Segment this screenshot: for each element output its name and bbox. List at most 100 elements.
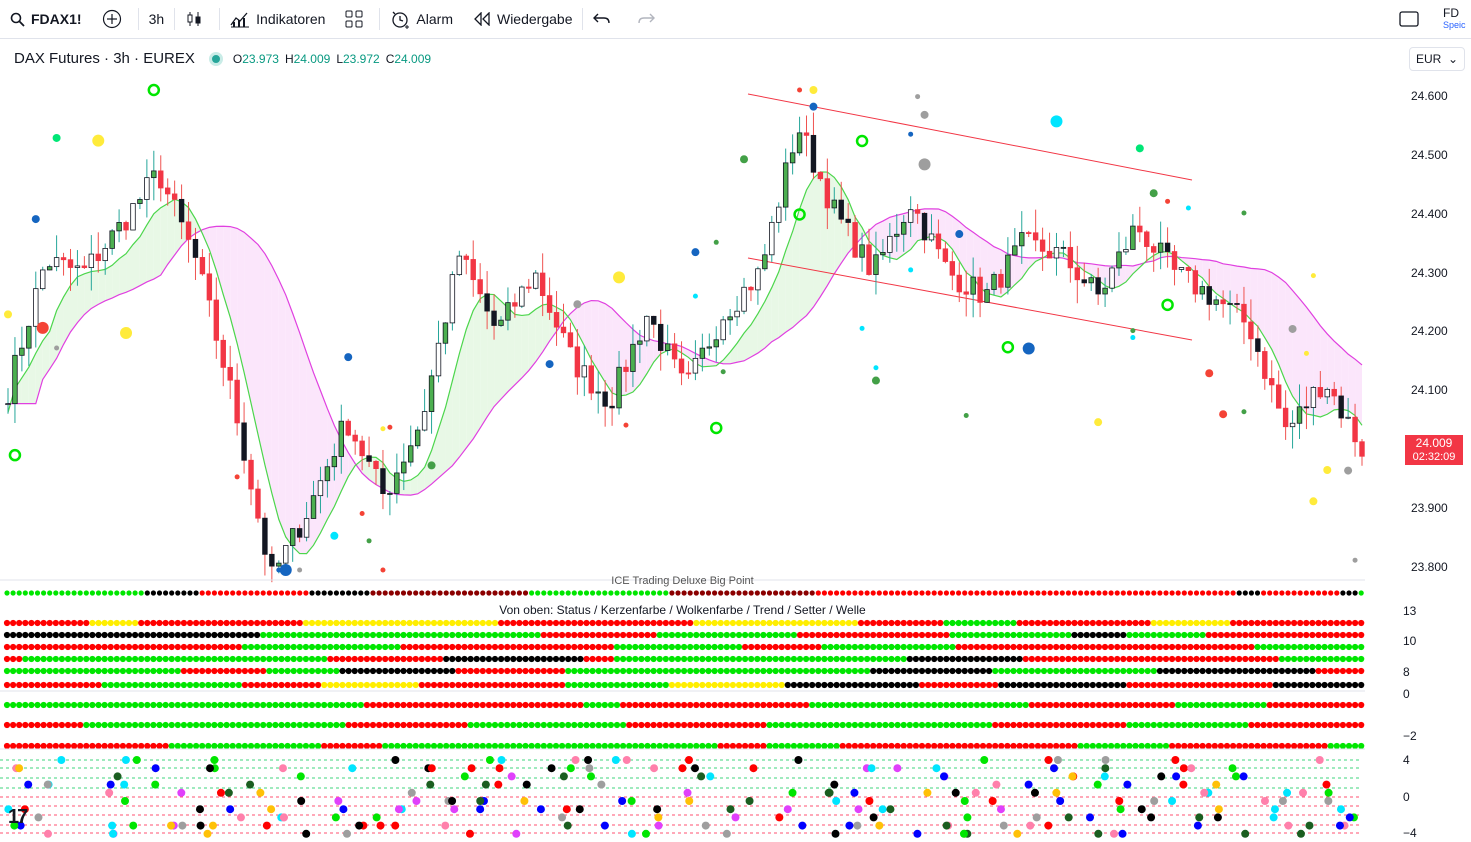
indicator-dot	[760, 721, 767, 729]
replay-button[interactable]: Wiedergabe	[463, 0, 583, 38]
fullscreen-button[interactable]	[1389, 0, 1435, 38]
indicator-dot	[388, 619, 395, 627]
indicator-dot	[242, 590, 248, 596]
redo-button[interactable]	[627, 0, 671, 38]
indicator-dot	[956, 590, 962, 596]
indicator-dot	[199, 590, 205, 596]
indicator-dot	[955, 681, 962, 689]
indicator-dot	[626, 742, 633, 750]
main-chart-canvas[interactable]	[0, 40, 1365, 842]
indicator-dot	[1028, 701, 1035, 709]
indicator-dot	[766, 721, 773, 729]
series-title[interactable]: DAX Futures · 3h · EUREX	[14, 50, 195, 67]
candle-body	[1352, 416, 1358, 443]
cloud-area	[56, 296, 64, 359]
chart-type-button[interactable]	[175, 0, 219, 38]
oscillator-dot	[980, 756, 989, 764]
indicator-dot	[1285, 590, 1291, 596]
indicator-dot	[1059, 643, 1066, 651]
oscillator-dot	[722, 829, 731, 838]
price-axis[interactable]: 24.600 24.500 24.400 24.300 24.200 24.10…	[1365, 40, 1471, 842]
indicator-dot	[125, 631, 133, 639]
indicator-dot	[644, 631, 651, 639]
indicator-dot	[473, 619, 480, 627]
indicator-dot	[1272, 619, 1279, 627]
toolbar-divider	[137, 8, 139, 30]
indicator-dot	[857, 681, 865, 689]
oscillator-dot	[1157, 772, 1166, 781]
indicator-dot	[546, 667, 554, 675]
cloud-area	[931, 208, 939, 238]
indicator-dot	[796, 721, 804, 729]
tradingview-logo[interactable]: 17	[8, 806, 28, 828]
alert-button[interactable]: Alarm	[380, 0, 463, 38]
indicator-dot	[1345, 721, 1353, 729]
indicator-dot	[1284, 655, 1292, 663]
indicator-dot	[772, 667, 779, 675]
indicator-dot	[1150, 619, 1157, 627]
indicator-dot	[1156, 742, 1163, 750]
indicator-dot	[577, 721, 584, 729]
indicator-dot	[656, 667, 663, 675]
indicator-dot	[400, 721, 407, 729]
indicator-dot	[705, 742, 712, 750]
indicator-dot	[34, 619, 41, 627]
candle-body	[178, 198, 185, 223]
market-status-icon[interactable]	[208, 51, 223, 66]
indicator-dot	[498, 590, 504, 596]
indicator-dot	[71, 742, 78, 750]
undo-button[interactable]	[583, 0, 627, 38]
indicator-dot	[1193, 619, 1200, 627]
candle-body	[1310, 387, 1317, 408]
compare-symbol-button[interactable]	[92, 0, 138, 38]
cloud-area	[167, 199, 175, 265]
indicator-dot	[565, 619, 572, 627]
indicator-dot	[1095, 667, 1102, 675]
indicator-dot	[638, 619, 645, 627]
indicator-dot	[64, 631, 72, 639]
indicator-dot	[1339, 701, 1346, 709]
symbol-search-button[interactable]: FDAX1!	[0, 0, 92, 38]
indicator-dot	[1175, 643, 1182, 651]
indicator-dot	[1223, 631, 1231, 639]
indicator-dot	[150, 667, 157, 675]
indicator-dot	[1169, 742, 1176, 750]
save-layout-button[interactable]: FD Speic	[1435, 7, 1471, 31]
indicator-dot	[1297, 721, 1304, 729]
indicator-dot	[1162, 681, 1170, 689]
indicator-dot	[1187, 590, 1193, 596]
indicator-dot	[1059, 742, 1066, 750]
templates-button[interactable]	[335, 0, 379, 38]
indicator-dot	[1114, 590, 1120, 596]
indicator-dot	[693, 619, 700, 627]
indicators-button[interactable]: Indikatoren	[220, 0, 335, 38]
indicator-dot	[430, 721, 438, 729]
indicator-dot	[552, 643, 560, 651]
symbol-label: FDAX1!	[31, 11, 82, 27]
indicator-dot	[1162, 701, 1170, 709]
interval-button[interactable]: 3h	[139, 0, 175, 38]
indicator-dot	[1254, 742, 1261, 750]
indicator-dot	[687, 701, 694, 709]
indicator-dot	[601, 619, 608, 627]
indicator-dot	[437, 619, 444, 627]
indicator-dot	[742, 631, 749, 639]
indicator-dot	[638, 721, 645, 729]
indicator-dot	[339, 742, 346, 750]
indicator-dot	[510, 721, 517, 729]
indicator-dot	[857, 655, 865, 663]
indicator-dot	[632, 681, 639, 689]
signal-dot	[279, 564, 292, 576]
indicator-dot	[1261, 590, 1267, 596]
cloud-area	[98, 269, 106, 305]
indicator-dot	[418, 667, 425, 675]
indicator-dot	[638, 643, 645, 651]
currency-select[interactable]: EUR ⌄	[1409, 47, 1465, 71]
indicator-dot	[321, 667, 328, 675]
indicator-dot	[925, 631, 932, 639]
indicator-dot	[485, 721, 492, 729]
oscillator-dot	[992, 780, 1001, 789]
indicator-dot	[632, 631, 639, 639]
indicator-dot	[803, 701, 810, 709]
candle-body	[366, 455, 372, 462]
